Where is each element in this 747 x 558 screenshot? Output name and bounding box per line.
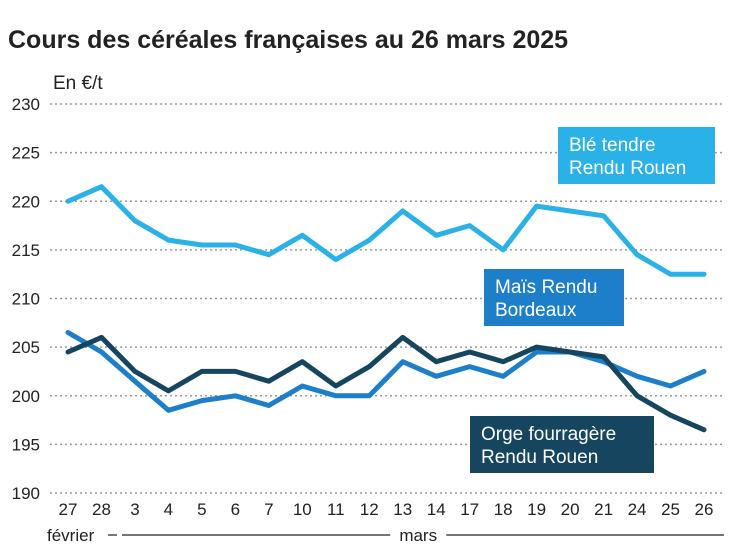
series-label-text: Rendu Rouen	[481, 447, 598, 468]
series-label-text: Rendu Rouen	[569, 158, 686, 179]
series-label-background	[470, 416, 654, 473]
series-label-text: Orge fourragère	[481, 424, 616, 445]
month-label: mars	[399, 526, 437, 545]
y-tick-label: 200	[12, 387, 40, 406]
y-tick-label: 230	[12, 95, 40, 114]
x-tick-label: 18	[494, 500, 513, 519]
x-tick-label: 3	[130, 500, 139, 519]
x-tick-label: 14	[427, 500, 446, 519]
x-tick-label: 10	[293, 500, 312, 519]
series-label-text: Maïs Rendu	[495, 277, 597, 298]
series-lines	[65, 184, 707, 433]
x-tick-label: 25	[661, 500, 680, 519]
x-tick-label: 13	[393, 500, 412, 519]
x-axis-ticks: 27 28 3 4 5 6 7 10 11 12 13 14 17 18 19 20 21 24 25 26	[59, 500, 714, 519]
month-label: février	[47, 526, 95, 545]
series-label-text: Blé tendre	[569, 135, 656, 156]
series-line	[65, 184, 707, 277]
y-axis-ticks: 190 195 200 205 210 215 220 225 230	[12, 95, 40, 503]
month-axis: février mars	[47, 526, 724, 545]
y-axis-unit: En €/t	[53, 73, 103, 94]
x-tick-label: 21	[594, 500, 613, 519]
x-tick-label: 20	[561, 500, 580, 519]
x-tick-label: 24	[628, 500, 647, 519]
y-tick-label: 190	[12, 484, 40, 503]
y-tick-label: 215	[12, 241, 40, 260]
x-tick-label: 19	[527, 500, 546, 519]
x-tick-label: 6	[231, 500, 240, 519]
y-tick-label: 220	[12, 192, 40, 211]
x-tick-label: 12	[360, 500, 379, 519]
x-tick-label: 28	[92, 500, 111, 519]
series-label-background	[484, 269, 624, 326]
y-tick-label: 210	[12, 290, 40, 309]
x-tick-label: 17	[460, 500, 479, 519]
x-tick-label: 7	[264, 500, 273, 519]
chart-title: Cours des céréales françaises au 26 mars…	[8, 26, 569, 54]
x-tick-label: 4	[164, 500, 173, 519]
x-tick-label: 27	[59, 500, 78, 519]
y-tick-label: 195	[12, 435, 40, 454]
x-tick-label: 26	[695, 500, 714, 519]
series-line	[65, 334, 707, 433]
series-line	[65, 330, 707, 413]
x-tick-label: 11	[327, 500, 345, 519]
x-tick-label: 5	[197, 500, 206, 519]
series-label-text: Bordeaux	[495, 300, 577, 321]
y-tick-label: 225	[12, 144, 40, 163]
series-label-background	[558, 127, 715, 184]
y-tick-label: 205	[12, 338, 40, 357]
